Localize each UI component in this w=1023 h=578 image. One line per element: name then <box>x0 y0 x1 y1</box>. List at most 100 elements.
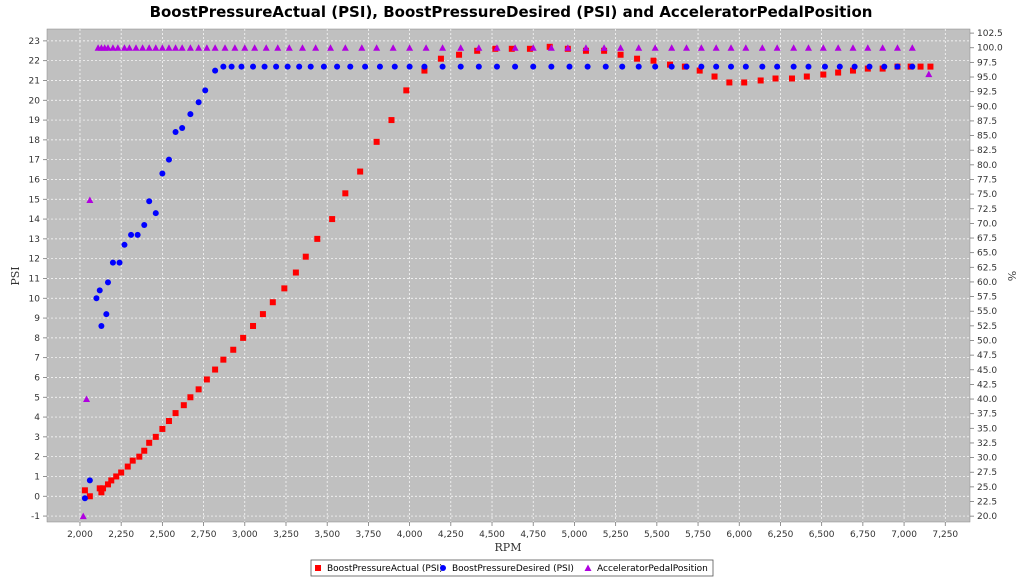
triangle-point <box>341 44 349 51</box>
circle-point <box>493 63 500 70</box>
circle-point <box>805 63 812 70</box>
square-point <box>269 299 276 306</box>
triangle-point <box>152 44 160 51</box>
triangle-point <box>241 44 249 51</box>
square-point <box>820 71 827 78</box>
circle-point <box>98 322 105 329</box>
circle-point <box>307 63 314 70</box>
triangle-point <box>790 44 798 51</box>
circle-point <box>894 63 901 70</box>
circle-point <box>909 63 916 70</box>
y-tick-label: 2 <box>34 453 40 463</box>
triangle-point <box>389 44 397 51</box>
square-point <box>136 453 143 460</box>
x-tick-label: 5,500 <box>644 530 670 540</box>
circle-point <box>836 63 843 70</box>
square-point <box>98 489 105 496</box>
square-point <box>582 47 589 54</box>
circle-point <box>320 63 327 70</box>
legend-box <box>310 559 714 577</box>
triangle-point <box>683 44 691 51</box>
square-point <box>292 269 299 276</box>
y-tick-label: -1 <box>31 512 40 522</box>
x-tick-label: 5,000 <box>562 530 588 540</box>
square-point <box>849 67 856 74</box>
triangle-point <box>145 44 153 51</box>
square-point <box>927 63 934 70</box>
circle-point <box>121 241 128 248</box>
square-point <box>634 55 641 62</box>
triangle-point <box>139 44 147 51</box>
y2-tick-label: 67.5 <box>977 234 997 244</box>
triangle-point <box>158 44 166 51</box>
circle-point <box>152 210 159 217</box>
triangle-point <box>834 44 842 51</box>
triangle-point <box>312 44 320 51</box>
y2-tick-label: 60.0 <box>977 278 997 288</box>
square-point <box>96 485 103 492</box>
y-tick-label: 14 <box>29 215 41 225</box>
circle-point <box>128 231 135 238</box>
circle-point <box>109 259 116 266</box>
square-point <box>741 79 748 86</box>
square-point <box>546 43 553 50</box>
triangle-point <box>125 44 133 51</box>
x-tick-label: 6,500 <box>809 530 835 540</box>
x-tick-label: 3,500 <box>314 530 340 540</box>
circle-point <box>742 63 749 70</box>
circle-point <box>96 287 103 294</box>
square-point <box>165 418 172 425</box>
series-circle <box>81 63 916 502</box>
y-tick-label: 23 <box>29 37 40 47</box>
plot-area <box>46 28 971 523</box>
circle-point <box>187 111 194 118</box>
circle-point <box>475 63 482 70</box>
circle-point <box>334 63 341 70</box>
square-point <box>230 346 237 353</box>
circle-point <box>728 63 735 70</box>
triangle-point <box>231 44 239 51</box>
circle-point <box>172 128 179 135</box>
triangle-point <box>203 44 211 51</box>
triangle-point <box>529 44 537 51</box>
y-tick-label: 7 <box>34 354 40 364</box>
triangle-point <box>925 70 933 78</box>
y2-tick-label: 85.0 <box>977 132 997 142</box>
y-tick-label: 4 <box>34 413 40 423</box>
y2-tick-label: 40.0 <box>977 395 997 405</box>
circle-point <box>881 63 888 70</box>
y-tick-label: 3 <box>34 433 40 443</box>
square-point <box>474 47 481 54</box>
y-tick-label: 15 <box>29 195 40 205</box>
triangle-point <box>221 44 229 51</box>
circle-point <box>179 124 186 131</box>
square-point <box>437 55 444 62</box>
square-point <box>421 67 428 74</box>
triangle-point <box>582 44 590 51</box>
square-point <box>508 45 515 52</box>
circle-point <box>195 99 202 106</box>
square-point <box>152 433 159 440</box>
circle-point <box>104 279 111 286</box>
square-point <box>203 376 210 383</box>
circle-point <box>713 63 720 70</box>
circle-point <box>103 311 110 318</box>
y2-tick-label: 25.0 <box>977 483 997 493</box>
y2-tick-label: 35.0 <box>977 424 997 434</box>
triangle-point <box>178 44 186 51</box>
y2-tick-label: 87.5 <box>977 117 997 127</box>
y2-tick-label: 50.0 <box>977 336 997 346</box>
legend-label: BoostPressureDesired (PSI) <box>452 564 574 574</box>
y2-tick-label: 102.5 <box>977 29 1003 39</box>
square-point <box>342 190 349 197</box>
square-point <box>329 216 336 223</box>
legend-marker-circle <box>440 565 446 571</box>
y2-tick-label: 62.5 <box>977 263 997 273</box>
triangle-point <box>758 44 766 51</box>
triangle-point <box>457 44 465 51</box>
circle-point <box>602 63 609 70</box>
square-point <box>772 75 779 82</box>
circle-point <box>238 63 245 70</box>
triangle-point <box>547 44 555 51</box>
triangle-point <box>439 44 447 51</box>
